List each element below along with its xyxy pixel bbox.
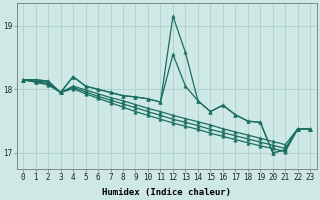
X-axis label: Humidex (Indice chaleur): Humidex (Indice chaleur)	[102, 188, 231, 197]
